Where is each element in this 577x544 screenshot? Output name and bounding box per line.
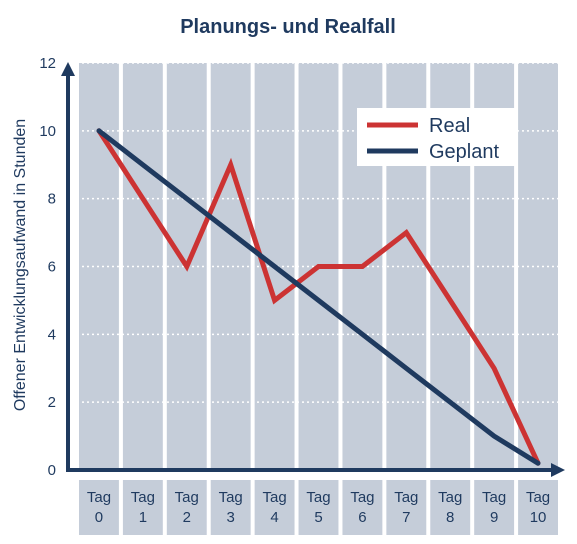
y-tick-label: 6: [48, 259, 56, 276]
x-category-box: [342, 480, 383, 535]
legend-box: [357, 108, 518, 166]
x-tick-label: Tag 3: [219, 489, 243, 526]
x-category-box: [518, 480, 558, 535]
y-axis-label: Offener Entwicklungsaufwand in Stunden: [12, 119, 29, 411]
x-tick-label: Tag 9: [482, 489, 506, 526]
y-tick-label: 8: [48, 191, 56, 208]
y-axis-arrow: [61, 62, 75, 76]
x-tick-label: Tag 7: [394, 489, 418, 526]
series-line-geplant: [96, 128, 541, 466]
x-tick-label: Tag 5: [306, 489, 330, 526]
y-tick-label: 12: [39, 55, 56, 72]
x-axis-arrow: [551, 463, 565, 477]
y-tick-label: 10: [39, 123, 56, 140]
x-category-box: [298, 480, 339, 535]
x-category-box: [79, 480, 119, 535]
x-tick-label: Tag 10: [526, 489, 550, 526]
y-tick-label: 2: [48, 394, 56, 411]
plot-column: [210, 63, 251, 470]
x-category-box: [122, 480, 163, 535]
x-ticks: Tag 0 Tag 1 Tag 2 Tag 3 Tag 4 Tag 5 Tag 6 Tag 7 Tag 8 Tag 9…: [79, 480, 558, 535]
x-tick-label: Tag 6: [350, 489, 374, 526]
y-ticks: 0 2 4 6 8 10 12: [39, 55, 56, 479]
x-tick-label: Tag 4: [262, 489, 286, 526]
x-tick-label: Tag 2: [175, 489, 199, 526]
y-tick-label: 0: [48, 462, 56, 479]
legend: Real Geplant: [357, 108, 518, 166]
legend-label-geplant: Geplant: [429, 141, 499, 163]
x-tick-label: Tag 8: [438, 489, 462, 526]
axes: [61, 62, 565, 477]
y-tick-label: 4: [48, 326, 56, 343]
x-category-box: [210, 480, 251, 535]
series-lines: [96, 128, 541, 466]
x-tick-label: Tag 0: [87, 489, 111, 526]
x-category-box: [166, 480, 207, 535]
x-category-box: [474, 480, 515, 535]
chart-title: Planungs- und Realfall: [180, 16, 396, 38]
x-category-box: [430, 480, 471, 535]
x-tick-label: Tag 1: [131, 489, 155, 526]
x-category-box: [386, 480, 427, 535]
x-category-box: [254, 480, 295, 535]
series-line-real: [96, 128, 541, 466]
legend-label-real: Real: [429, 115, 470, 137]
